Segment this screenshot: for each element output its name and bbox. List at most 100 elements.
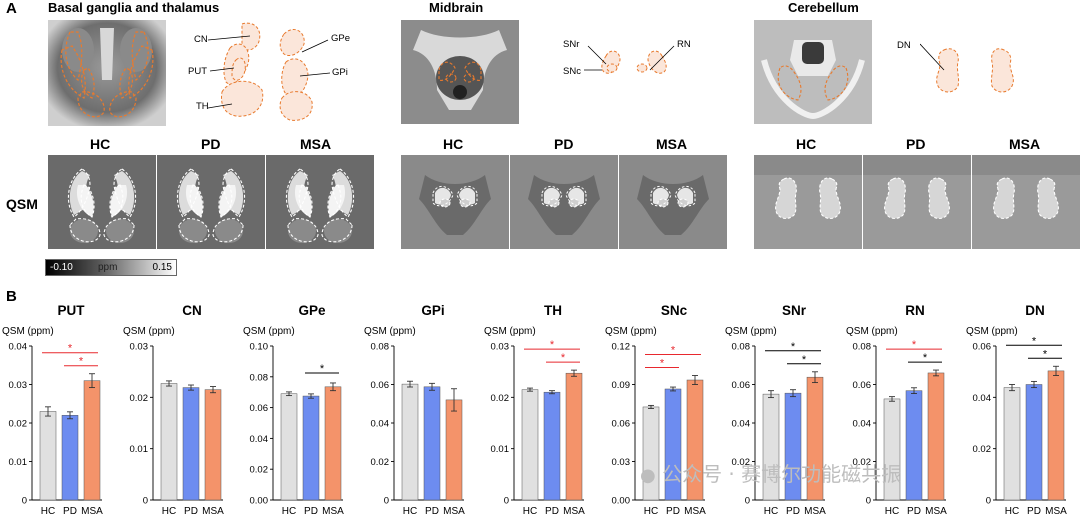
label-put: PUT xyxy=(188,66,207,77)
y-tick-label: 0 xyxy=(745,496,750,507)
chart-ylabel: QSM (ppm) xyxy=(846,326,898,337)
bar-chart-cn: CN QSM (ppm) 0 0.01 0.02 0.03 HC PD MSA xyxy=(123,303,224,517)
y-tick-label: 0.10 xyxy=(250,342,269,353)
qsm-image-basal-pd xyxy=(157,155,265,249)
x-tick-label: PD xyxy=(425,506,439,517)
group-label-msa-basal: MSA xyxy=(300,136,332,152)
group-label-pd-cerebellum: PD xyxy=(906,136,926,152)
x-tick-label: HC xyxy=(41,506,55,517)
bar-pd xyxy=(543,391,561,501)
y-tick-label: 0.02 xyxy=(370,457,389,468)
group-label-hc-midbrain: HC xyxy=(443,136,464,152)
x-tick-label: MSA xyxy=(443,506,465,517)
y-tick-label: 0.04 xyxy=(370,419,389,430)
x-tick-label: MSA xyxy=(322,506,344,517)
y-tick-label: 0.06 xyxy=(852,380,871,391)
midbrain-roi-schematic xyxy=(584,45,675,74)
qsm-image-mid-msa xyxy=(619,155,727,249)
midbrain-reference-image xyxy=(401,20,519,124)
qsm-image-mid-hc xyxy=(401,155,509,249)
label-gpi: GPi xyxy=(332,67,348,78)
bar-pd xyxy=(905,390,922,501)
bar-hc xyxy=(1003,387,1021,501)
y-tick-label: 0.02 xyxy=(9,419,28,430)
x-tick-label: MSA xyxy=(563,506,585,517)
y-tick-label: 0.03 xyxy=(611,457,630,468)
chart-title: SNc xyxy=(660,303,687,318)
qsm-row-label: QSM xyxy=(6,196,38,212)
y-tick-label: 0 xyxy=(865,496,870,507)
label-cn: CN xyxy=(194,34,208,45)
chart-ylabel: QSM (ppm) xyxy=(605,326,657,337)
x-tick-label: HC xyxy=(282,506,296,517)
y-tick-label: 0.03 xyxy=(491,342,510,353)
bar-pd xyxy=(182,387,199,501)
y-tick-label: 0.02 xyxy=(491,393,510,404)
qsm-image-mid-pd xyxy=(510,155,618,249)
qsm-image-cereb-msa xyxy=(972,155,1080,249)
y-tick-label: 0.08 xyxy=(250,372,269,383)
bar-chart-put: PUT QSM (ppm) 0 0.01 0.02 0.03 0.04 HC PD MSA * * xyxy=(2,303,103,517)
x-tick-label: HC xyxy=(523,506,537,517)
significance-star: * xyxy=(922,352,927,364)
chart-title: CN xyxy=(182,303,202,318)
y-tick-label: 0.04 xyxy=(852,419,871,430)
x-tick-label: HC xyxy=(643,506,657,517)
bar-msa xyxy=(83,380,101,501)
qsm-image-basal-msa xyxy=(266,155,374,249)
y-tick-label: 0.02 xyxy=(973,444,992,455)
watermark: ● 公众号 · 赛博尔功能磁共振 xyxy=(640,458,901,487)
y-tick-label: 0 xyxy=(383,496,388,507)
x-tick-label: MSA xyxy=(804,506,826,517)
label-snc: SNc xyxy=(563,66,581,77)
x-tick-label: MSA xyxy=(81,506,103,517)
significance-star: * xyxy=(659,358,664,370)
basal-ganglia-roi-schematic xyxy=(207,22,331,121)
bar-chart-rn: RN QSM (ppm) 0 0.02 0.04 0.06 0.08 HC PD MSA * * xyxy=(846,303,947,517)
qsm-image-basal-hc xyxy=(48,155,156,249)
group-label-msa-midbrain: MSA xyxy=(656,136,688,152)
chart-title: RN xyxy=(905,303,925,318)
region-title-midbrain: Midbrain xyxy=(429,0,484,15)
significance-star: * xyxy=(802,354,807,366)
chart-ylabel: QSM (ppm) xyxy=(725,326,777,337)
label-rn: RN xyxy=(677,39,691,50)
bar-chart-dn: DN QSM (ppm) 0 0.02 0.04 0.06 HC PD MSA * * xyxy=(966,303,1067,517)
y-tick-label: 0.00 xyxy=(611,496,630,507)
bar-msa xyxy=(324,386,342,501)
bar-msa xyxy=(204,389,221,501)
significance-star: * xyxy=(791,341,796,353)
cerebellum-reference-image xyxy=(754,20,872,124)
group-label-pd-basal: PD xyxy=(201,136,221,152)
y-tick-label: 0.12 xyxy=(611,342,630,353)
y-tick-label: 0.04 xyxy=(9,342,28,353)
group-label-hc-cerebellum: HC xyxy=(796,136,817,152)
y-tick-label: 0 xyxy=(504,496,509,507)
bar-msa xyxy=(927,372,944,501)
bar-chart-gpi: GPi QSM (ppm) 0 0.02 0.04 0.06 0.08 HC PD MSA xyxy=(364,303,465,517)
y-tick-label: 0.08 xyxy=(370,342,389,353)
chart-title: SNr xyxy=(782,303,807,318)
x-tick-label: PD xyxy=(786,506,800,517)
y-tick-label: 0.06 xyxy=(370,380,389,391)
x-tick-label: HC xyxy=(402,506,416,517)
colorbar-min: -0.10 xyxy=(50,262,73,273)
y-tick-label: 0.02 xyxy=(250,465,269,476)
y-tick-label: 0 xyxy=(142,496,147,507)
y-tick-label: 0.01 xyxy=(129,444,148,455)
y-tick-label: 0.04 xyxy=(732,419,751,430)
label-dn: DN xyxy=(897,40,911,51)
bar-chart-th: TH QSM (ppm) 0 0.01 0.02 0.03 HC PD MSA * * xyxy=(484,303,585,517)
x-tick-label: PD xyxy=(1027,506,1041,517)
chart-ylabel: QSM (ppm) xyxy=(966,326,1018,337)
y-tick-label: 0.06 xyxy=(611,419,630,430)
label-gpe: GPe xyxy=(331,33,351,44)
bar-msa xyxy=(1047,370,1065,501)
region-title-cerebellum: Cerebellum xyxy=(788,0,859,15)
bar-hc xyxy=(39,411,57,501)
qsm-image-cereb-pd xyxy=(863,155,971,249)
region-title-basal-ganglia: Basal ganglia and thalamus xyxy=(48,0,220,15)
x-tick-label: PD xyxy=(184,506,198,517)
x-tick-label: PD xyxy=(907,506,921,517)
